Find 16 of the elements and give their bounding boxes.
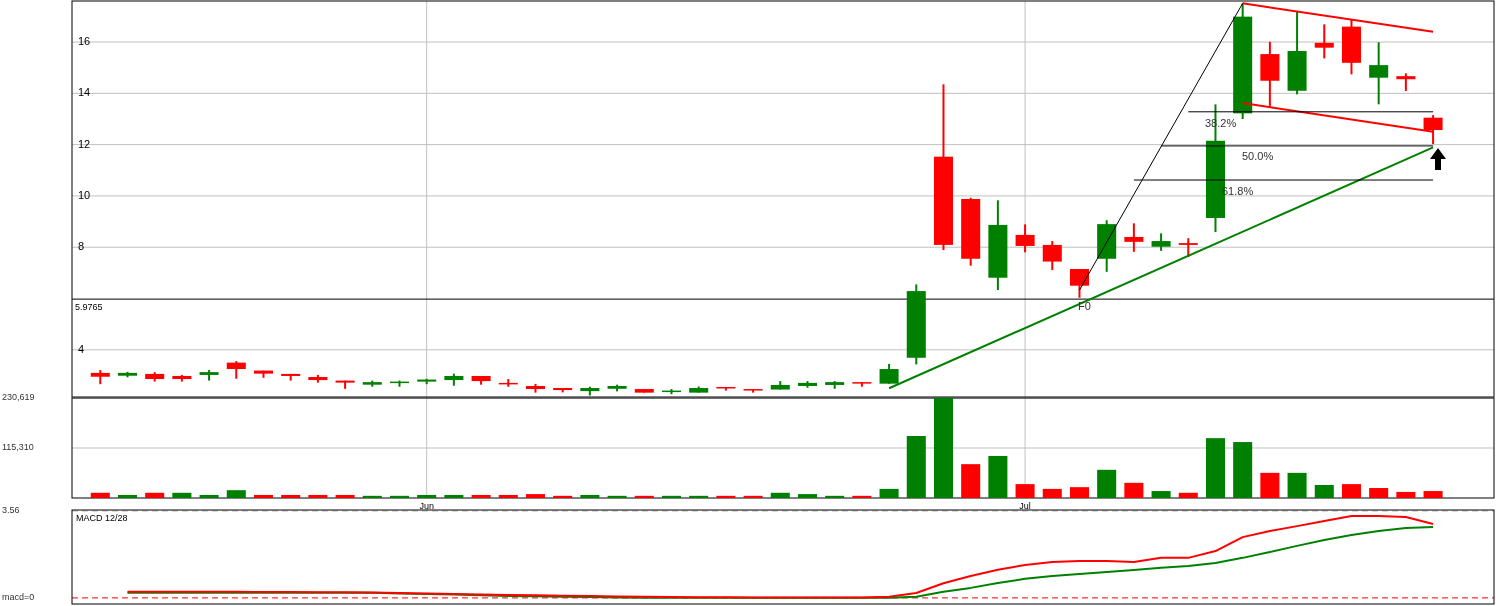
x-tick-label: Jun <box>419 501 434 511</box>
x-tick-label: Jul <box>1019 501 1031 511</box>
y-tick-label: 3.56 <box>2 505 20 516</box>
y-tick-label: 16 <box>78 34 91 47</box>
chart-title: MACD 12/28 <box>76 513 128 523</box>
y-tick-label: 115,310 <box>2 442 34 453</box>
y-tick-label: 10 <box>78 188 91 201</box>
annotation: F0 <box>1078 300 1091 312</box>
y-tick-label: 4 <box>78 342 85 355</box>
y-tick-label: 12 <box>78 137 91 150</box>
ref-line-label: 5.9765 <box>75 302 103 313</box>
y-tick-label: macd=0 <box>2 592 35 603</box>
annotation: 50.0% <box>1242 150 1274 162</box>
y-tick-label: 14 <box>78 86 91 99</box>
y-tick-label: 230,619 <box>2 392 35 403</box>
y-tick-label: 8 <box>78 240 85 253</box>
